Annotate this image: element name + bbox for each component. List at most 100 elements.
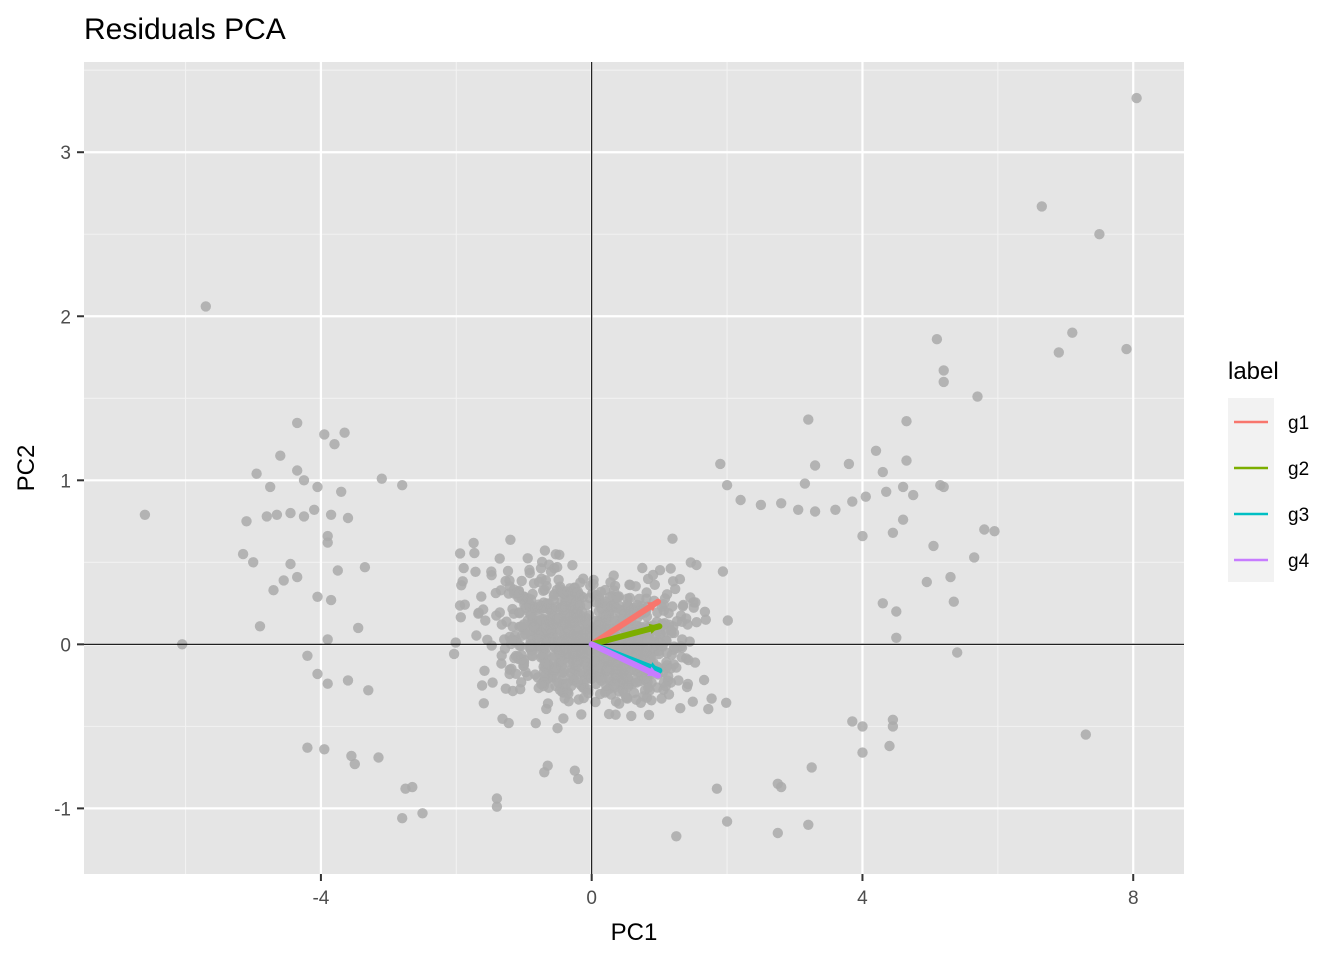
- data-point: [533, 682, 544, 694]
- data-point: [459, 599, 470, 610]
- data-point: [677, 601, 689, 612]
- data-point: [496, 619, 507, 630]
- data-point: [572, 677, 583, 688]
- data-point: [1094, 229, 1105, 240]
- data-point: [522, 670, 533, 681]
- data-point: [450, 637, 461, 648]
- data-point: [353, 622, 364, 634]
- data-point: [921, 576, 932, 588]
- data-point: [671, 831, 682, 842]
- data-point: [545, 624, 556, 635]
- data-point: [596, 672, 607, 684]
- data-point: [755, 499, 767, 511]
- data-point: [564, 623, 575, 635]
- data-point: [642, 634, 653, 645]
- data-point: [470, 566, 481, 577]
- data-point: [346, 750, 357, 762]
- data-point: [312, 668, 323, 680]
- data-point: [667, 533, 678, 544]
- data-point: [717, 566, 729, 577]
- data-point: [292, 417, 303, 429]
- data-point: [506, 634, 517, 646]
- data-point: [897, 481, 909, 493]
- data-point: [456, 580, 467, 591]
- chart-title: Residuals PCA: [84, 13, 286, 46]
- data-point: [653, 648, 665, 660]
- data-point: [721, 480, 733, 491]
- data-point: [268, 585, 279, 596]
- data-point: [548, 590, 559, 601]
- data-point: [642, 645, 653, 656]
- data-point: [397, 813, 408, 824]
- data-point: [617, 674, 628, 685]
- data-point: [877, 598, 888, 609]
- data-point: [486, 566, 497, 577]
- arrow-g2: [588, 623, 663, 648]
- arrow-shaft-g1: [588, 598, 662, 648]
- data-point: [684, 636, 695, 647]
- data-point: [312, 481, 323, 493]
- data-point: [478, 698, 489, 709]
- data-point: [237, 548, 249, 560]
- data-point: [860, 491, 871, 502]
- data-point: [1080, 729, 1092, 740]
- data-point: [468, 537, 479, 549]
- data-point: [598, 653, 609, 664]
- data-point: [667, 601, 678, 612]
- data-point: [494, 607, 505, 618]
- arrow-head-g1: [647, 601, 659, 612]
- legend-key-background: [1228, 398, 1274, 582]
- arrow-g1: [588, 598, 662, 648]
- data-point: [520, 628, 531, 640]
- data-point: [675, 703, 686, 714]
- data-point: [486, 640, 497, 651]
- data-point: [657, 640, 668, 651]
- data-point: [455, 612, 466, 623]
- data-point: [292, 571, 303, 583]
- data-point: [500, 683, 511, 694]
- data-point: [476, 680, 488, 691]
- data-point: [654, 628, 666, 640]
- data-point: [945, 571, 956, 583]
- data-point: [665, 563, 676, 574]
- data-point: [776, 498, 787, 509]
- data-point: [938, 376, 949, 388]
- data-point: [884, 740, 895, 752]
- data-point: [698, 674, 710, 686]
- y-axis-title: PC2: [13, 445, 40, 492]
- data-point: [689, 657, 701, 668]
- data-point: [342, 675, 354, 686]
- data-point: [542, 698, 554, 709]
- data-point: [325, 509, 337, 520]
- data-point: [332, 565, 343, 576]
- data-point: [676, 652, 687, 663]
- data-point: [496, 650, 507, 661]
- data-point: [559, 693, 570, 704]
- data-point: [931, 334, 943, 345]
- data-point: [319, 744, 330, 755]
- data-point: [516, 654, 527, 665]
- legend-label-g2: g2: [1288, 459, 1309, 480]
- data-point: [534, 630, 545, 642]
- y-tick-label: 2: [60, 307, 71, 328]
- data-point: [847, 716, 858, 727]
- data-point: [265, 481, 276, 493]
- data-point: [558, 601, 569, 612]
- data-point: [721, 697, 732, 708]
- data-point: [706, 693, 717, 704]
- data-point: [516, 575, 527, 587]
- data-point: [312, 591, 323, 602]
- data-point: [568, 651, 580, 663]
- data-point: [830, 504, 841, 515]
- legend-item-g2: g2: [1234, 459, 1309, 480]
- data-point: [637, 562, 648, 574]
- data-point: [458, 562, 469, 574]
- legend-label-g4: g4: [1288, 551, 1310, 572]
- data-point: [634, 593, 645, 604]
- data-point: [585, 626, 596, 637]
- data-point: [573, 773, 584, 785]
- data-point: [552, 723, 563, 734]
- data-point: [342, 512, 354, 524]
- x-tick-label: 0: [586, 888, 597, 909]
- data-point: [577, 606, 588, 618]
